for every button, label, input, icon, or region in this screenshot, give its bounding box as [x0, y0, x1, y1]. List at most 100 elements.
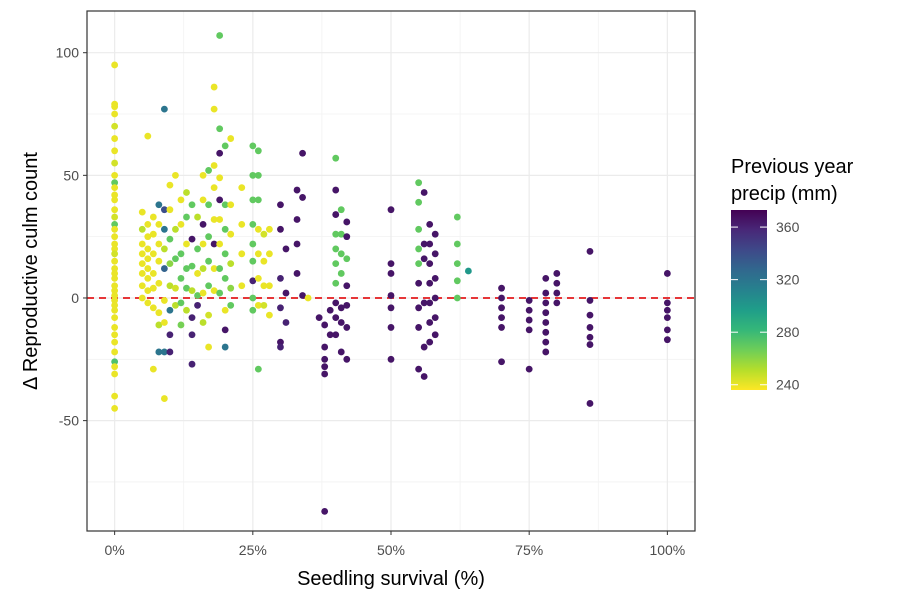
data-point: [337, 270, 345, 277]
data-point: [155, 201, 163, 209]
data-point: [525, 365, 533, 373]
data-point: [343, 218, 351, 226]
data-point: [221, 326, 229, 334]
data-point: [266, 250, 273, 258]
data-point: [249, 294, 257, 302]
data-point: [166, 306, 174, 314]
data-point: [282, 289, 290, 297]
data-point: [293, 186, 301, 194]
data-point: [111, 257, 119, 265]
data-point: [210, 83, 218, 91]
data-point: [387, 324, 395, 331]
data-point: [299, 149, 306, 157]
x-axis-ticks: 0% 25% 50% 75% 100%: [105, 531, 685, 558]
data-point: [205, 343, 213, 351]
data-point: [326, 306, 334, 314]
data-point: [249, 257, 257, 265]
data-point: [199, 171, 207, 179]
data-point: [420, 299, 428, 307]
data-point: [453, 277, 461, 285]
data-point: [205, 167, 213, 174]
x-tick-label: 50%: [377, 542, 405, 558]
data-point: [111, 179, 119, 187]
data-point: [188, 235, 196, 243]
data-point: [138, 270, 146, 277]
data-point: [498, 284, 505, 292]
data-point: [199, 196, 207, 204]
data-point: [387, 260, 395, 268]
data-point: [420, 240, 428, 248]
data-point: [282, 245, 290, 253]
data-point: [166, 206, 174, 214]
data-point: [415, 279, 423, 287]
data-point: [498, 358, 505, 366]
data-point: [249, 277, 257, 285]
data-point: [586, 400, 594, 407]
data-point: [216, 196, 224, 204]
data-point: [586, 333, 594, 341]
data-point: [166, 260, 174, 268]
y-tick-label: -50: [59, 413, 79, 429]
legend-tick-label: 360: [776, 219, 800, 235]
data-point: [138, 282, 146, 290]
data-point: [426, 319, 434, 326]
data-point: [210, 216, 218, 223]
data-point: [426, 220, 434, 228]
data-point: [663, 314, 671, 322]
data-point: [188, 314, 196, 322]
data-point: [160, 105, 168, 113]
data-point: [663, 336, 671, 344]
data-point: [144, 287, 152, 295]
data-point: [332, 260, 340, 268]
data-point: [216, 125, 224, 133]
legend-colorbar: [731, 210, 767, 390]
data-point: [266, 311, 273, 319]
data-point: [205, 201, 213, 209]
data-point: [260, 257, 268, 265]
data-point: [210, 287, 218, 295]
data-point: [160, 319, 168, 326]
data-point: [453, 260, 461, 268]
data-point: [249, 240, 257, 248]
legend-title-line-2: precip (mm): [731, 183, 838, 205]
data-point: [431, 250, 439, 258]
data-point: [166, 235, 174, 243]
data-point: [293, 270, 301, 277]
data-point: [210, 162, 218, 169]
data-point: [553, 299, 561, 307]
data-point: [387, 270, 395, 277]
data-point: [160, 265, 168, 272]
data-point: [188, 360, 196, 368]
data-point: [426, 279, 434, 287]
data-point: [138, 250, 146, 258]
data-point: [332, 154, 340, 162]
data-point: [172, 171, 179, 179]
data-point: [138, 225, 146, 233]
data-point: [194, 301, 201, 309]
data-point: [216, 289, 224, 297]
data-point: [387, 355, 395, 363]
data-point: [216, 216, 224, 223]
data-point: [144, 274, 152, 282]
data-point: [205, 257, 213, 265]
data-point: [277, 304, 284, 312]
data-point: [111, 324, 119, 331]
data-point: [277, 343, 284, 351]
data-point: [332, 314, 340, 322]
data-point: [332, 245, 340, 253]
data-point: [343, 324, 351, 331]
data-point: [111, 122, 119, 130]
data-point: [337, 304, 345, 312]
data-point: [525, 306, 533, 314]
data-point: [111, 370, 119, 378]
data-point: [586, 341, 594, 348]
data-point: [177, 196, 185, 204]
data-point: [177, 299, 185, 307]
data-point: [498, 314, 505, 322]
data-point: [542, 309, 550, 317]
data-point: [221, 225, 229, 233]
data-point: [155, 309, 163, 317]
data-point: [199, 265, 207, 272]
data-point: [238, 282, 246, 290]
data-point: [227, 135, 235, 142]
